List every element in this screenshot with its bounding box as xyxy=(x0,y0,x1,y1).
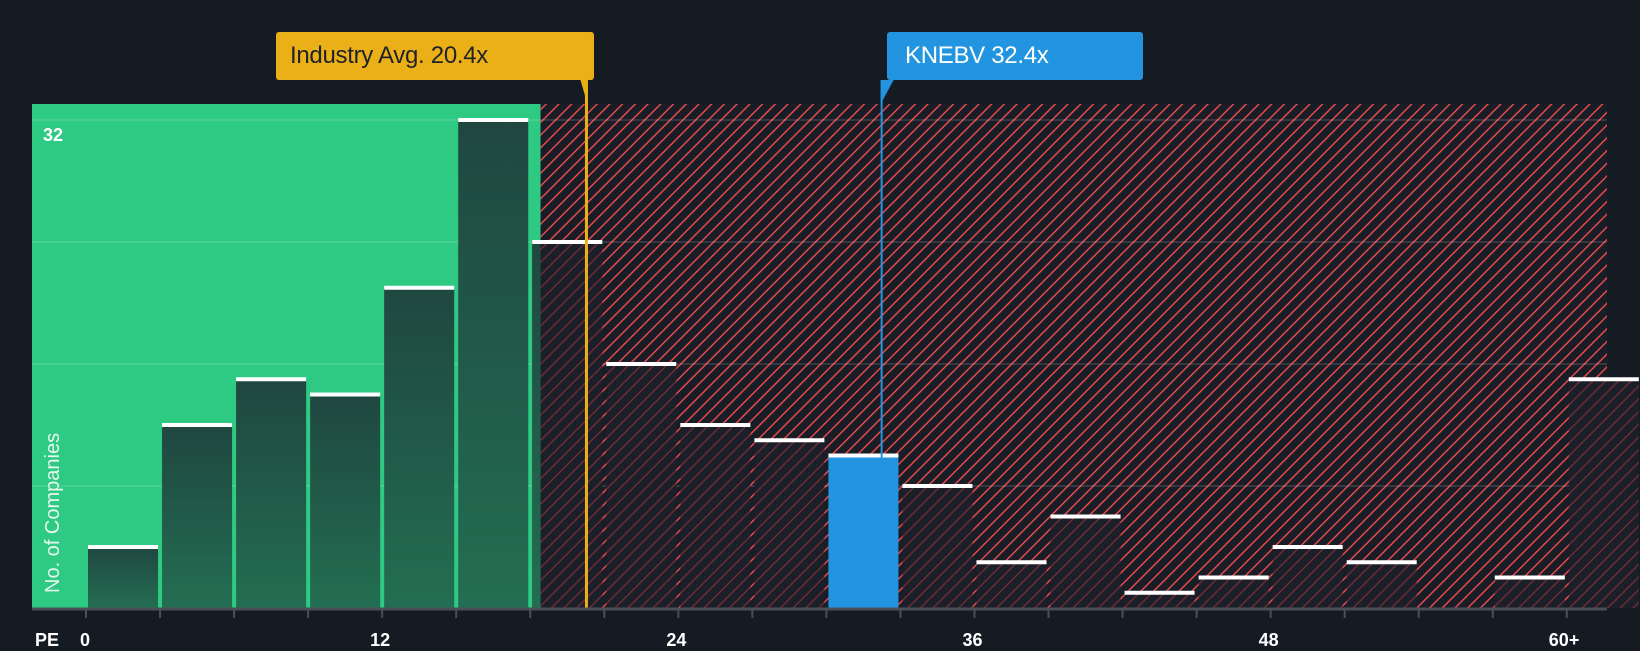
bar-fill xyxy=(1198,577,1269,608)
bar-top-marker xyxy=(680,423,751,427)
bar-top-marker xyxy=(236,377,307,382)
company-pe-callout: KNEBV 32.4x xyxy=(887,32,1143,80)
bar-fill xyxy=(1050,516,1121,608)
bar-fill xyxy=(88,547,159,608)
bar-top-marker xyxy=(976,560,1047,565)
industry-average-callout: Industry Avg. 20.4x xyxy=(276,32,594,80)
bar-fill xyxy=(754,440,825,608)
bar-fill xyxy=(532,242,603,608)
bar-top-marker xyxy=(606,362,677,366)
bar-top-marker xyxy=(1050,514,1121,519)
x-tick-label: 60+ xyxy=(1548,630,1580,650)
bar-fill xyxy=(1494,577,1565,608)
histogram-bar xyxy=(458,118,529,608)
histogram-bar xyxy=(384,285,455,608)
x-tick-label: 24 xyxy=(666,630,687,650)
bar-top-marker xyxy=(532,240,603,244)
histogram-bar xyxy=(310,392,381,608)
x-tick-label: 12 xyxy=(370,630,391,650)
bar-top-marker xyxy=(1124,590,1195,595)
histogram-bar xyxy=(902,484,973,608)
bar-fill xyxy=(1568,379,1639,608)
bar-fill xyxy=(384,287,455,608)
industry-callout-pointer xyxy=(580,80,588,104)
histogram-bar xyxy=(680,423,751,608)
bar-fill xyxy=(162,425,233,608)
y-axis-title: No. of Companies xyxy=(42,432,64,593)
x-axis-title: PE xyxy=(35,630,60,650)
bar-fill xyxy=(458,120,529,608)
bar-top-marker xyxy=(1198,575,1269,580)
industry-average-label: Industry Avg. 20.4x xyxy=(290,42,488,69)
bar-top-marker xyxy=(828,453,899,458)
bar-fill xyxy=(606,364,677,608)
bar-top-marker xyxy=(754,438,825,443)
histogram-bar xyxy=(1494,575,1565,608)
company-callout-pointer xyxy=(880,80,894,104)
histogram-bar xyxy=(532,240,603,608)
bar-top-marker xyxy=(1568,377,1639,382)
y-top-tick-label: 32 xyxy=(43,125,64,145)
bar-top-marker xyxy=(902,484,973,488)
bar-fill xyxy=(976,562,1047,608)
histogram-bar xyxy=(1198,575,1269,608)
x-tick-label: 36 xyxy=(962,630,983,650)
bar-top-marker xyxy=(310,392,381,397)
histogram-bar xyxy=(236,377,307,608)
bar-top-marker xyxy=(458,118,529,122)
histogram-bar xyxy=(162,423,233,608)
bar-fill xyxy=(236,379,307,608)
histogram-bar xyxy=(1050,514,1121,608)
histogram-bar xyxy=(1272,545,1343,608)
histogram-bar xyxy=(828,453,899,608)
bar-fill xyxy=(1272,547,1343,608)
histogram-bar xyxy=(976,560,1047,608)
histogram-bar xyxy=(88,545,159,608)
x-tick-label: 48 xyxy=(1258,630,1279,650)
bar-top-marker xyxy=(384,285,455,290)
histogram-bar xyxy=(1346,560,1417,608)
bar-fill xyxy=(680,425,751,608)
histogram-bar xyxy=(1124,590,1195,608)
bar-top-marker xyxy=(1494,575,1565,580)
histogram-bar xyxy=(606,362,677,608)
bar-top-marker xyxy=(88,545,159,549)
bar-fill xyxy=(310,394,381,608)
bar-fill xyxy=(828,455,899,608)
bar-fill xyxy=(1124,592,1195,608)
company-pe-label: KNEBV 32.4x xyxy=(905,42,1049,69)
bar-top-marker xyxy=(1272,545,1343,549)
bar-fill xyxy=(1346,562,1417,608)
bar-fill xyxy=(902,486,973,608)
x-tick-label: 0 xyxy=(80,630,91,650)
histogram-bar xyxy=(1568,377,1639,608)
bar-fill-green-part xyxy=(532,242,541,608)
bar-top-marker xyxy=(1346,560,1417,565)
bar-top-marker xyxy=(162,423,233,427)
histogram-bar xyxy=(754,438,825,608)
